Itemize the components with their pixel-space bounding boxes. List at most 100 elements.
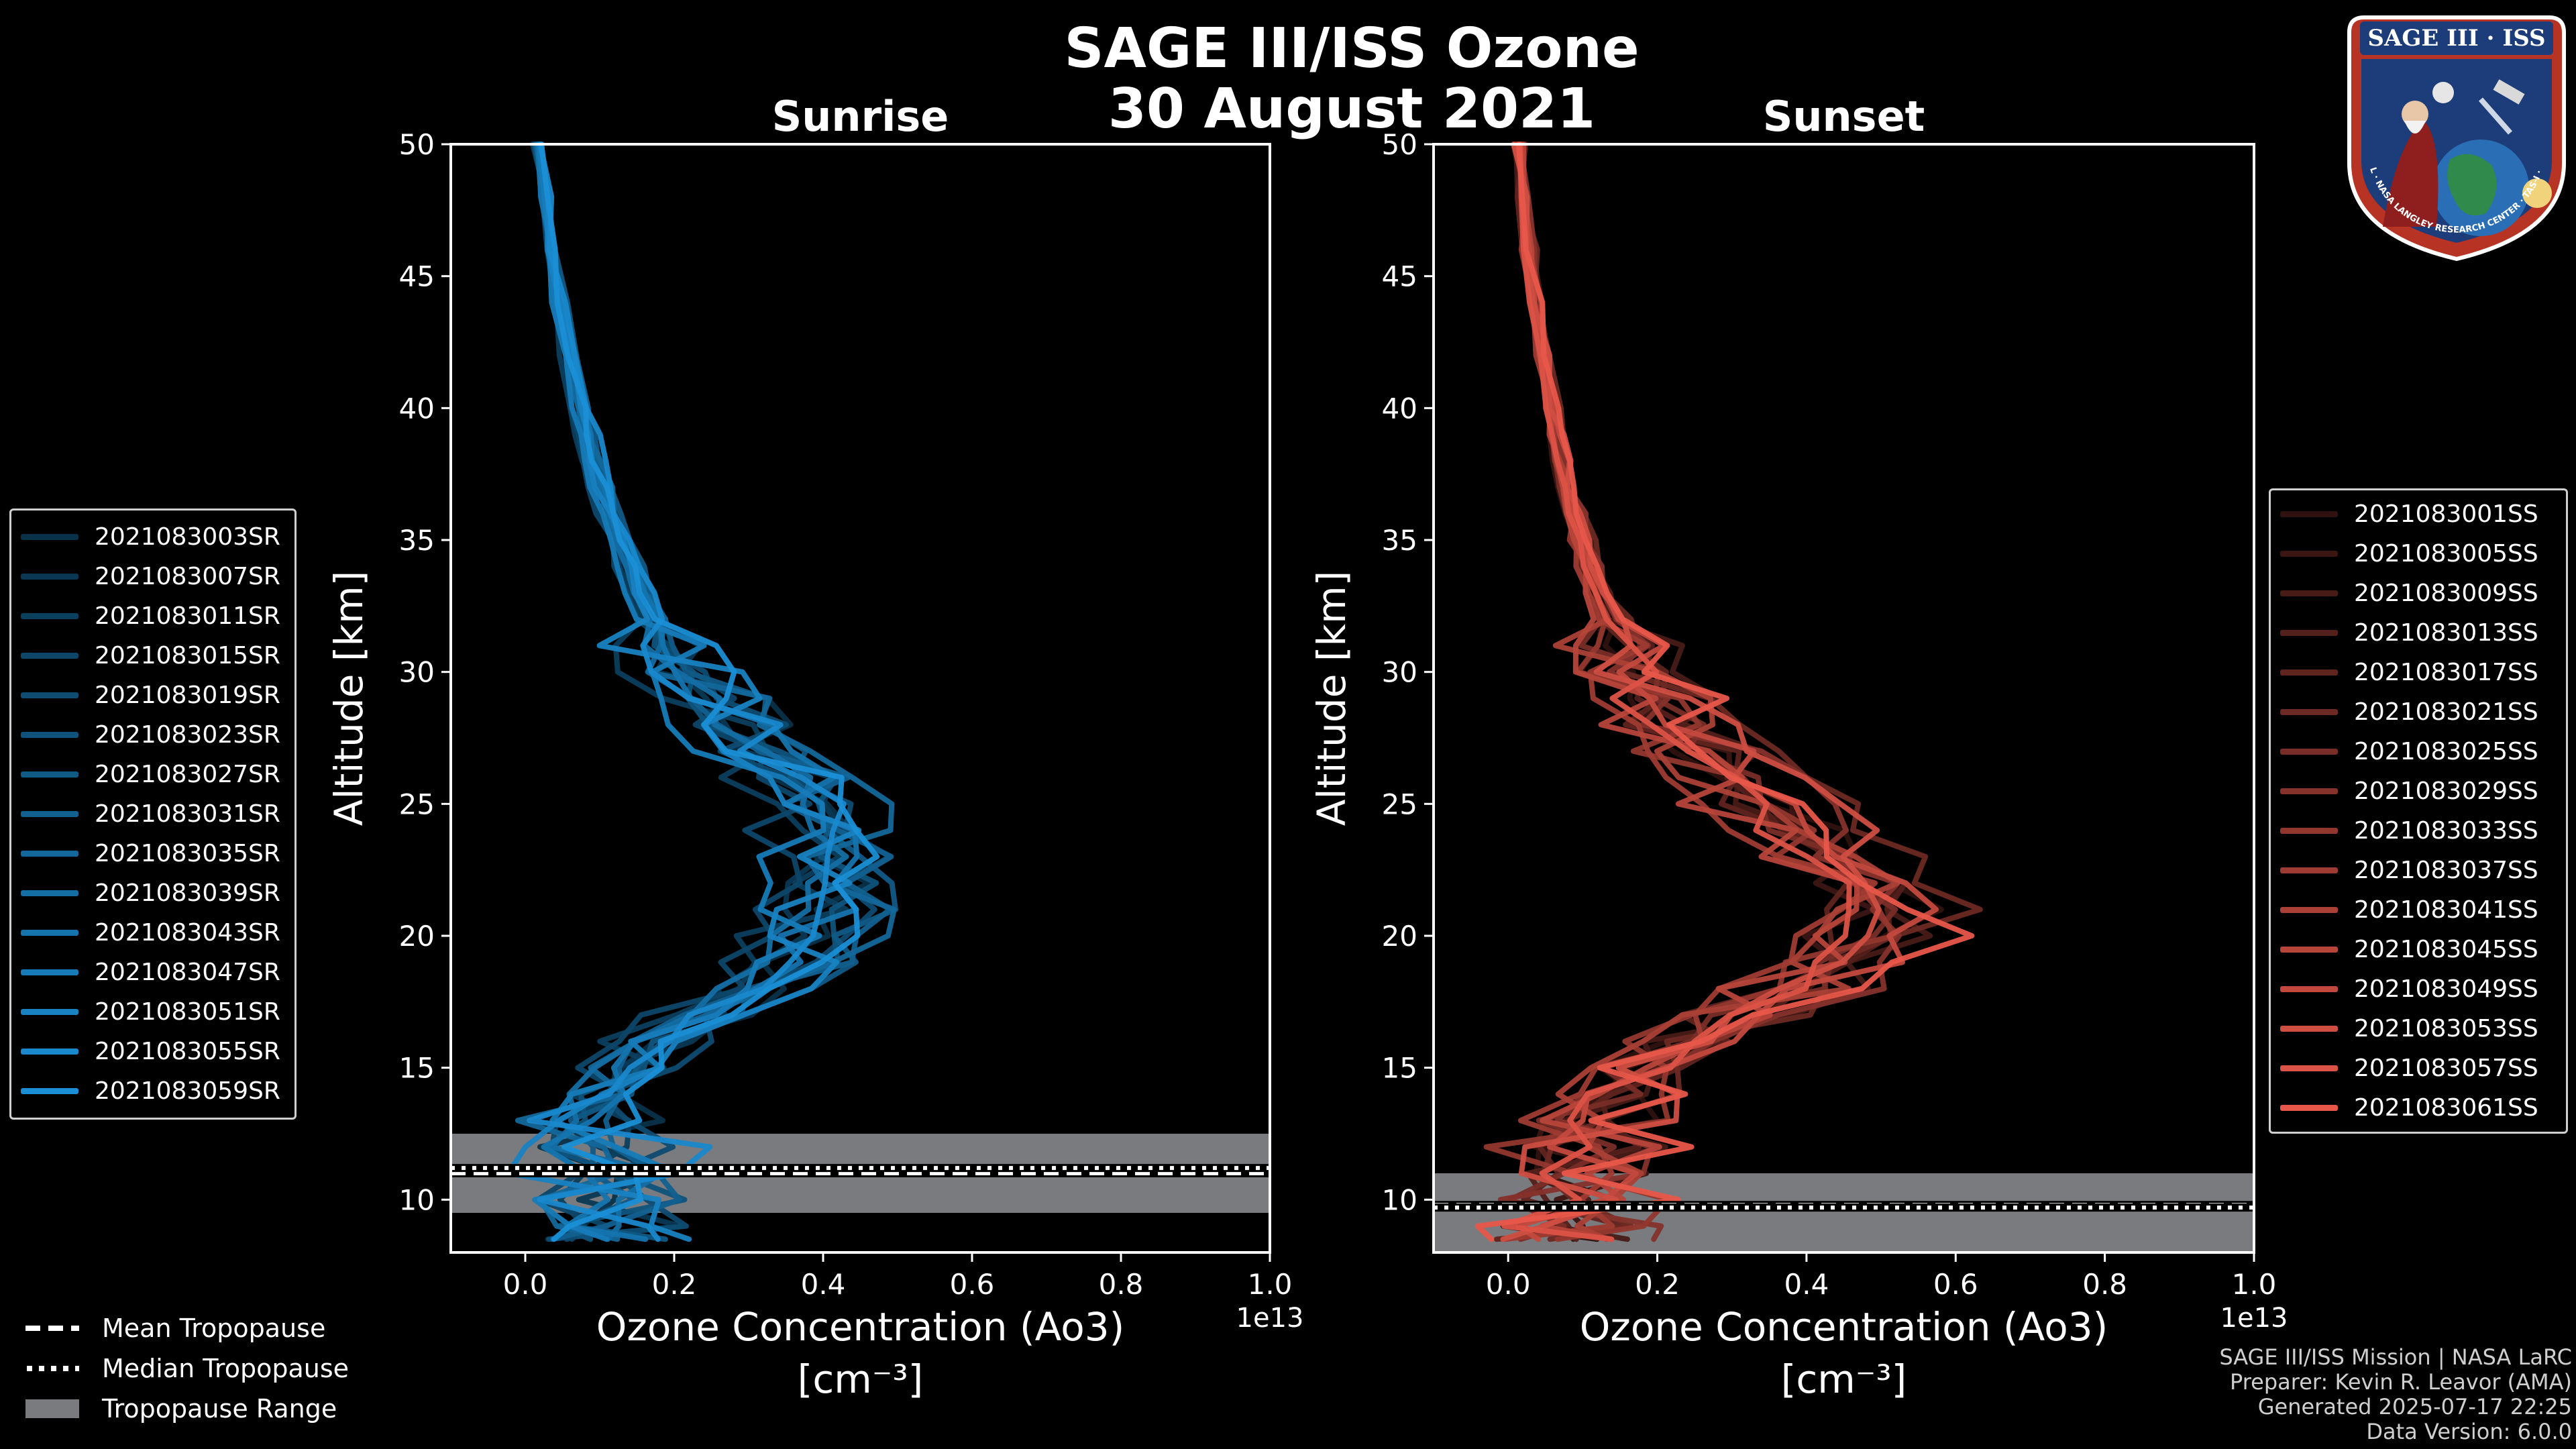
legend-swatch (21, 732, 78, 738)
legend-item: 2021083055SR (11, 1032, 294, 1071)
legend-item: 2021083009SS (2271, 574, 2566, 613)
legend-swatch (2280, 590, 2338, 596)
logo-text: SAGE III · ISS (2367, 25, 2545, 52)
plot-area (1434, 144, 2254, 1252)
x-axis-unit: [cm⁻³] (798, 1356, 924, 1402)
x-tick-label: 0.4 (1784, 1268, 1829, 1301)
legend-swatch (21, 811, 78, 817)
legend-label: 2021083027SR (95, 761, 280, 788)
y-tick-label: 15 (399, 1052, 435, 1085)
y-tick-label: 10 (399, 1183, 435, 1216)
x-tick-label: 1.0 (2232, 1268, 2277, 1301)
legend-swatch (2280, 669, 2338, 676)
subplot-title: Sunrise (772, 92, 949, 141)
sunrise-legend: 2021083003SR 2021083007SR 2021083011SR 2021… (9, 508, 297, 1120)
sunset-legend: 2021083001SS 2021083005SS 2021083009SS 2021… (2269, 488, 2568, 1134)
plot-area (451, 144, 1270, 1252)
y-axis-label: Altitude [km] (1309, 571, 1354, 826)
legend-swatch (21, 1088, 78, 1094)
legend-label: 2021083007SR (95, 563, 280, 590)
legend-swatch (2280, 749, 2338, 755)
y-tick-label: 50 (399, 128, 435, 161)
x-tick-label: 1.0 (1248, 1268, 1293, 1301)
legend-swatch (2280, 907, 2338, 913)
legend-item: 2021083057SS (2271, 1049, 2566, 1088)
legend-item: 2021083035SR (11, 834, 294, 873)
legend-item: 2021083005SS (2271, 534, 2566, 574)
profile-line-2021083047SR (532, 142, 826, 1242)
y-tick-label: 20 (399, 920, 435, 953)
footer-line-generated: Generated 2025-07-17 22:25 (2257, 1394, 2572, 1419)
legend-swatch (2280, 986, 2338, 992)
y-tick-label: 50 (1382, 128, 1417, 161)
legend-swatch (2280, 1065, 2338, 1071)
legend-label: 2021083055SR (95, 1038, 280, 1065)
tropopause-range-swatch (25, 1399, 79, 1418)
x-tick-label: 0.8 (1099, 1268, 1144, 1301)
legend-item: 2021083061SS (2271, 1088, 2566, 1128)
y-tick-label: 35 (1382, 524, 1417, 557)
legend-swatch (21, 1009, 78, 1015)
legend-label: 2021083049SS (2354, 975, 2538, 1003)
legend-swatch (21, 653, 78, 659)
legend-label: 2021083043SR (95, 919, 280, 947)
legend-label: 2021083051SR (95, 998, 280, 1026)
y-tick-label: 25 (1382, 788, 1417, 820)
legend-label: 2021083019SR (95, 682, 280, 709)
x-tick-label: 0.0 (503, 1268, 548, 1301)
legend-label: 2021083037SS (2354, 857, 2538, 884)
legend-item: 2021083013SS (2271, 613, 2566, 653)
legend-label: 2021083061SS (2354, 1094, 2538, 1122)
legend-item: 2021083059SR (11, 1071, 294, 1111)
median-tropopause-swatch (27, 1366, 79, 1371)
y-tick-label: 45 (1382, 260, 1417, 293)
y-tick-label: 15 (1382, 1052, 1417, 1085)
legend-item: 2021083029SS (2271, 771, 2566, 811)
y-tick-label: 30 (1382, 656, 1417, 689)
legend-swatch (21, 851, 78, 857)
legend-swatch (21, 574, 78, 580)
mean-tropopause-swatch (25, 1326, 79, 1331)
legend-swatch (21, 692, 78, 698)
legend-label: 2021083001SS (2354, 500, 2538, 528)
x-tick-label: 0.2 (652, 1268, 697, 1301)
legend-label: 2021083035SR (95, 840, 280, 867)
legend-label: 2021083009SS (2354, 580, 2538, 607)
y-tick-label: 35 (399, 524, 435, 557)
legend-swatch (2280, 1026, 2338, 1032)
legend-label: 2021083039SR (95, 879, 280, 907)
legend-label: 2021083003SR (95, 523, 280, 551)
legend-item: 2021083025SS (2271, 732, 2566, 771)
legend-label: 2021083015SR (95, 642, 280, 669)
footer-credits: SAGE III/ISS Mission | NASA LaRC Prepare… (2219, 1345, 2572, 1444)
plot-frame (1432, 143, 2255, 1254)
legend-label: 2021083033SS (2354, 817, 2538, 845)
legend-swatch (2280, 788, 2338, 794)
x-tick-label: 0.8 (2082, 1268, 2127, 1301)
legend-item: 2021083051SR (11, 992, 294, 1032)
legend-swatch (2280, 947, 2338, 953)
legend-label: 2021083021SS (2354, 698, 2538, 726)
profile-line-2021083061SS (1474, 142, 1975, 1242)
legend-item: 2021083019SR (11, 676, 294, 715)
legend-label: 2021083047SR (95, 959, 280, 986)
legend-label: 2021083045SS (2354, 936, 2538, 963)
legend-swatch (2280, 828, 2338, 834)
legend-label: 2021083017SS (2354, 659, 2538, 686)
legend-swatch (21, 930, 78, 936)
tropopause-range-label: Tropopause Range (102, 1394, 337, 1424)
y-tick-label: 30 (399, 656, 435, 689)
legend-item: 2021083053SS (2271, 1009, 2566, 1049)
legend-label: 2021083059SR (95, 1077, 280, 1105)
footer-line-mission: SAGE III/ISS Mission | NASA LaRC (2219, 1344, 2572, 1370)
legend-item: 2021083011SR (11, 596, 294, 636)
legend-item: 2021083043SR (11, 913, 294, 953)
legend-swatch (2280, 511, 2338, 517)
legend-item: 2021083045SS (2271, 930, 2566, 969)
legend-item: 2021083017SS (2271, 653, 2566, 692)
legend-label: 2021083023SR (95, 721, 280, 749)
legend-label: 2021083057SS (2354, 1055, 2538, 1082)
figure-title-line1: SAGE III/ISS Ozone (1064, 17, 1640, 80)
legend-item: 2021083001SS (2271, 494, 2566, 534)
figure-title-line2: 30 August 2021 (1108, 77, 1596, 141)
